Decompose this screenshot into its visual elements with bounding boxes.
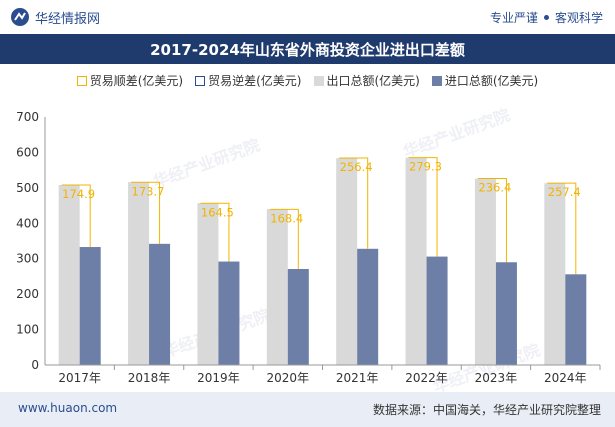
chart-legend: 贸易顺差(亿美元) 贸易逆差(亿美元) 出口总额(亿美元) 进口总额(亿美元) <box>0 72 615 89</box>
surplus-bracket <box>61 184 91 248</box>
brand-name: 华经情报网 <box>35 11 101 27</box>
legend-item-import: 进口总额(亿美元) <box>431 72 539 89</box>
export-bar <box>128 182 150 365</box>
import-bar <box>426 256 448 365</box>
y-tick-label: 100 <box>16 323 39 337</box>
legend-item-deficit: 贸易逆差(亿美元) <box>195 72 302 89</box>
brand: 华经情报网 <box>10 7 100 27</box>
x-tick-label: 2021年 <box>336 371 379 385</box>
chart-title: 2017-2024年山东省外商投资企业进出口差额 <box>150 40 465 59</box>
data-source: 数据来源：中国海关，华经产业研究院整理 <box>372 403 601 417</box>
surplus-bracket <box>547 182 577 275</box>
surplus-data-label: 279.3 <box>409 160 442 174</box>
x-tick-label: 2022年 <box>405 371 448 385</box>
website-link[interactable]: www.huaon.com <box>18 401 118 415</box>
surplus-data-label: 168.4 <box>270 211 303 225</box>
legend-item-surplus: 贸易顺差(亿美元) <box>76 72 184 89</box>
legend-label-deficit: 贸易逆差(亿美元) <box>208 74 302 88</box>
surplus-bracket <box>408 157 438 257</box>
legend-swatch-deficit <box>195 75 206 86</box>
import-bar <box>495 262 517 365</box>
y-tick-label: 700 <box>16 110 39 124</box>
tag-professional: 专业严谨 <box>489 11 538 25</box>
surplus-data-label: 164.5 <box>201 205 234 219</box>
legend-swatch-import <box>431 75 442 86</box>
legend-label-surplus: 贸易顺差(亿美元) <box>89 74 184 88</box>
dot-separator-icon <box>543 15 549 20</box>
x-tick-label: 2023年 <box>475 371 518 385</box>
y-tick-label: 500 <box>16 181 39 195</box>
surplus-bracket <box>269 208 299 269</box>
legend-item-export: 出口总额(亿美元) <box>313 72 420 89</box>
logo-icon <box>11 8 29 26</box>
export-bar <box>58 185 80 365</box>
import-bar <box>565 274 587 365</box>
surplus-bracket <box>477 178 507 263</box>
x-tick-label: 2020年 <box>267 371 310 385</box>
import-bar <box>357 248 379 365</box>
y-tick-label: 0 <box>31 358 39 372</box>
x-tick-label: 2024年 <box>544 371 587 385</box>
footer: www.huaon.com 数据来源：中国海关，华经产业研究院整理 <box>0 392 615 427</box>
y-tick-label: 400 <box>16 216 39 230</box>
x-axis: 2017年 2018年 2019年 2020年 2021年 2022年 2023年 2024年 <box>45 364 601 385</box>
chart-area: 0 100 200 300 400 500 600 700 174.9 173.7 164.5 16… <box>16 110 601 385</box>
x-tick-label: 2019年 <box>197 371 240 385</box>
surplus-data-label: 174.9 <box>62 187 95 201</box>
import-bar <box>218 261 240 365</box>
y-tick-label: 600 <box>16 145 39 159</box>
export-bar <box>197 203 219 365</box>
import-bar <box>149 243 171 365</box>
surplus-bracket <box>339 157 369 249</box>
y-tick-label: 200 <box>16 287 39 301</box>
import-bar <box>287 268 309 365</box>
legend-swatch-surplus <box>76 75 87 86</box>
legend-swatch-export <box>313 75 324 86</box>
x-tick-label: 2017年 <box>58 371 101 385</box>
export-bar <box>474 178 496 365</box>
surplus-data-label: 257.4 <box>548 185 581 199</box>
surplus-bracket <box>200 202 230 262</box>
import-bar <box>79 247 101 365</box>
export-bar <box>405 157 427 365</box>
slogan-tags: 专业严谨 客观科学 <box>490 9 603 26</box>
surplus-bracket <box>131 181 161 244</box>
surplus-data-label: 236.4 <box>478 181 511 195</box>
export-bar <box>266 209 288 365</box>
y-axis: 0 100 200 300 400 500 600 700 <box>16 110 46 372</box>
legend-label-import: 进口总额(亿美元) <box>444 74 539 88</box>
surplus-data-label: 256.4 <box>340 160 373 174</box>
legend-label-export: 出口总额(亿美元) <box>326 74 420 88</box>
export-bar <box>544 183 566 365</box>
surplus-data-label: 173.7 <box>132 184 165 198</box>
tag-objective: 客观科学 <box>554 11 603 25</box>
y-tick-label: 300 <box>16 252 39 266</box>
chart-title-bar: 2017-2024年山东省外商投资企业进出口差额 <box>0 34 615 64</box>
export-bar <box>336 158 358 365</box>
top-bar: 华经情报网 专业严谨 客观科学 <box>0 0 615 34</box>
bars: 174.9 173.7 164.5 168.4 256.4 279.3 236.4 257.4 <box>58 157 587 365</box>
x-tick-label: 2018年 <box>128 371 171 385</box>
